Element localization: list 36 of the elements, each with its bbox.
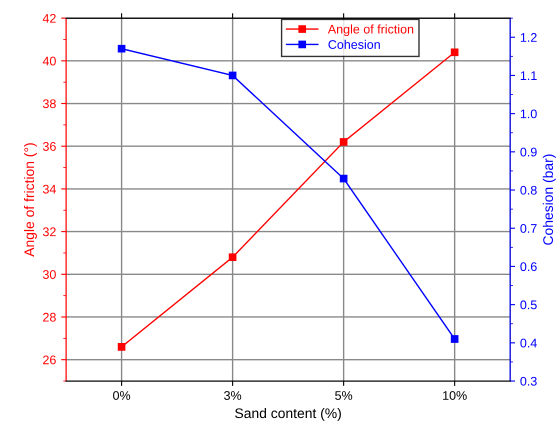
legend-label: Cohesion	[328, 40, 380, 49]
y-axis-title: Angle of friction (°)	[24, 143, 37, 257]
point	[340, 174, 348, 182]
point	[118, 343, 126, 351]
point	[118, 44, 126, 53]
point	[450, 48, 458, 56]
y2-tick-label: 1.0	[520, 109, 537, 118]
x-tick-label: 10%	[443, 391, 467, 400]
point	[450, 335, 458, 343]
y-tick-label: 32	[42, 227, 56, 236]
y2-tick-label: 0.6	[520, 262, 537, 272]
y2-axis-title: Cohesion (bar)	[542, 154, 556, 245]
y-tick-label: 36	[42, 142, 56, 151]
y-tick-label: 42	[42, 14, 56, 23]
x-tick-label: 0%	[113, 391, 130, 400]
legend-label: Angle of friction	[328, 24, 414, 36]
y2-tick-label: 0.8	[520, 186, 537, 195]
y2-tick-label: 1.2	[520, 33, 537, 42]
y2-tick-label: 1.1	[520, 71, 537, 80]
y2-tick-label: 0.4	[520, 338, 537, 348]
point	[228, 72, 236, 80]
y-tick-label: 28	[43, 312, 56, 322]
y-tick-label: 40	[42, 56, 56, 66]
y-tick-label: 38	[42, 99, 56, 108]
point	[228, 253, 236, 262]
x-tick-label: 3%	[224, 391, 242, 400]
point	[340, 138, 348, 146]
y-tick-label: 34	[42, 184, 56, 194]
y2-tick-label: 0.9	[520, 148, 537, 156]
y2-tick-label: 0.3	[520, 376, 537, 386]
x-axis-title: Sand content (%)	[235, 408, 341, 421]
x-tick-label: 5%	[335, 391, 352, 400]
y-tick-label: 26	[43, 355, 56, 364]
y2-tick-label: 0.7	[520, 224, 537, 233]
y2-tick-label: 0.5	[520, 300, 537, 310]
y-tick-label: 30	[42, 270, 56, 279]
